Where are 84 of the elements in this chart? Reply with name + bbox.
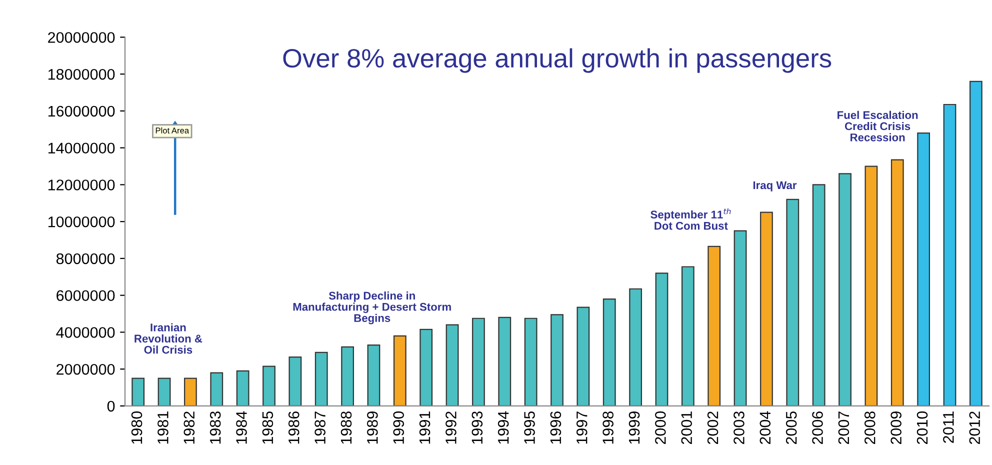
x-tick-label: 1981	[158, 412, 168, 444]
bar	[236, 370, 250, 406]
y-tick-label: 2000000	[56, 364, 115, 375]
x-tick-label: 1997	[576, 412, 588, 444]
bar	[524, 318, 538, 406]
bar	[341, 346, 354, 406]
bar	[734, 230, 747, 406]
x-tick-label: 2002	[707, 412, 718, 444]
bar	[890, 159, 904, 406]
x-tick-label: 2007	[838, 412, 850, 444]
x-tick-label: 1980	[131, 411, 142, 444]
bar	[760, 212, 773, 406]
x-tick-label: 1990	[393, 411, 404, 444]
bar	[681, 266, 694, 406]
y-tick-label: 0	[107, 400, 115, 412]
bar	[786, 198, 800, 406]
x-tick-label: 2010	[916, 411, 928, 444]
x-tick-label: 1987	[314, 412, 326, 444]
bar	[812, 184, 826, 406]
y-tick-label: 18000000	[48, 68, 115, 80]
x-tick-label: 1986	[288, 411, 300, 444]
bar	[184, 378, 197, 406]
x-tick-label: 1991	[419, 412, 430, 444]
x-tick-label: 1996	[550, 411, 562, 444]
bar	[576, 306, 590, 406]
bar	[708, 246, 721, 406]
bar	[393, 335, 406, 406]
annotation: September 11$^{th}$ Dot Com Bust	[650, 208, 731, 230]
x-tick-label: 1984	[236, 411, 247, 444]
annotation: Iraq War	[753, 181, 797, 192]
y-tick-label: 16000000	[48, 106, 115, 117]
x-tick-label: 2000	[655, 411, 666, 444]
y-tick-label: 20000000	[48, 32, 115, 43]
bar	[550, 314, 564, 406]
x-tick-label: 1988	[340, 411, 352, 444]
x-tick-label: 2004	[760, 411, 771, 444]
bar	[210, 372, 224, 406]
x-tick-label: 2009	[890, 412, 902, 444]
bar	[446, 324, 459, 406]
annotation: Fuel Escalation Credit Crisis Recession	[838, 110, 918, 142]
bar	[602, 298, 616, 406]
x-tick-label: 1989	[367, 412, 378, 444]
annotation: Iranian Revolution & Oil Crisis	[134, 323, 202, 354]
bar	[629, 288, 642, 406]
x-tick-label: 1994	[498, 411, 509, 444]
bar	[864, 166, 878, 406]
y-tick-label: 4000000	[56, 327, 115, 338]
x-tick-label: 2005	[786, 411, 797, 444]
x-tick-label: 2008	[864, 411, 876, 444]
chart-title: Over 8% average annual growth in passengers	[283, 48, 832, 73]
x-tick-label: 1983	[210, 411, 221, 444]
bar	[917, 132, 930, 406]
x-tick-label: 2011	[943, 412, 954, 443]
x-tick-label: 1995	[524, 411, 535, 444]
y-tick-label: 12000000	[48, 180, 115, 190]
x-tick-label: 1992	[446, 412, 456, 444]
bar	[132, 378, 145, 406]
x-tick-label: 1985	[262, 411, 274, 444]
annotation: Plot Area	[156, 127, 190, 134]
bar	[288, 356, 302, 406]
x-tick-label: 2003	[734, 411, 744, 444]
bar	[367, 344, 380, 406]
bar	[420, 328, 433, 406]
y-tick-label: 8000000	[56, 253, 115, 264]
x-tick-label: 2001	[681, 412, 692, 444]
y-tick-label: 10000000	[48, 216, 115, 228]
y-tick-label: 14000000	[48, 142, 115, 154]
x-tick-label: 1999	[628, 412, 640, 444]
x-tick-label: 1998	[602, 411, 614, 444]
annotation: Sharp Decline in Manufacturing + Desert Storm Begins	[293, 291, 451, 324]
bar	[655, 272, 668, 406]
x-tick-label: 2012	[969, 412, 980, 444]
bar	[472, 318, 485, 406]
bar	[838, 173, 852, 406]
y-tick-label: 6000000	[56, 290, 115, 302]
x-tick-label: 1993	[472, 411, 483, 444]
bar	[498, 316, 512, 406]
bar	[943, 104, 956, 406]
bar	[314, 352, 328, 406]
bar	[158, 378, 171, 406]
x-tick-label: 1982	[184, 412, 195, 444]
x-tick-label: 2006	[812, 411, 823, 444]
bar	[262, 366, 276, 406]
bar	[969, 80, 982, 406]
